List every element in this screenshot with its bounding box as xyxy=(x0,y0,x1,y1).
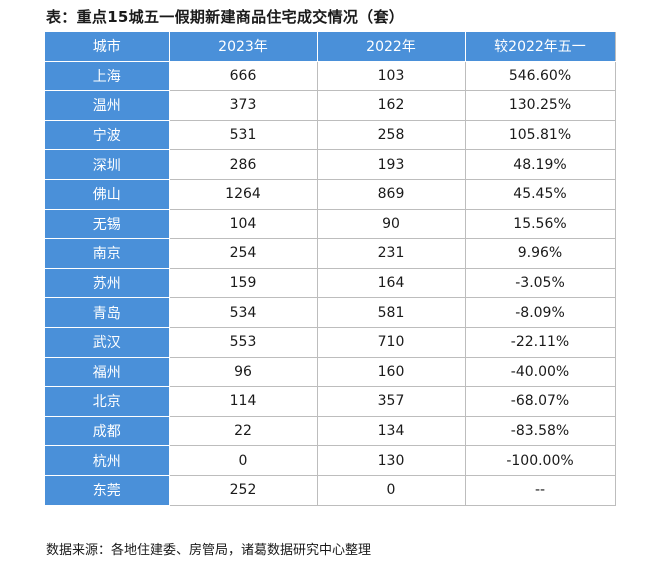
change-cell: -100.00% xyxy=(465,445,616,476)
change-cell: -68.07% xyxy=(465,386,616,417)
change-cell: 48.19% xyxy=(465,149,616,180)
city-cell: 青岛 xyxy=(45,297,170,328)
value-2023-cell: 534 xyxy=(169,297,318,328)
city-cell: 佛山 xyxy=(45,179,170,210)
table-header-row: 城市 2023年 2022年 较2022年五一 xyxy=(45,32,616,62)
change-cell: -22.11% xyxy=(465,327,616,358)
value-2022-cell: 869 xyxy=(317,179,466,210)
city-cell: 北京 xyxy=(45,386,170,417)
value-2022-cell: 231 xyxy=(317,238,466,269)
change-cell: -3.05% xyxy=(465,268,616,299)
value-2023-cell: 252 xyxy=(169,475,318,506)
header-2022: 2022年 xyxy=(317,32,466,62)
value-2022-cell: 90 xyxy=(317,209,466,240)
table-row: 佛山 1264 869 45.45% xyxy=(45,179,616,210)
city-cell: 无锡 xyxy=(45,209,170,240)
change-cell: 130.25% xyxy=(465,90,616,121)
change-cell: 45.45% xyxy=(465,179,616,210)
table-row: 北京 114 357 -68.07% xyxy=(45,386,616,417)
value-2023-cell: 0 xyxy=(169,445,318,476)
table-row: 福州 96 160 -40.00% xyxy=(45,357,616,388)
value-2023-cell: 22 xyxy=(169,416,318,447)
city-cell: 杭州 xyxy=(45,445,170,476)
change-cell: -8.09% xyxy=(465,297,616,328)
header-city: 城市 xyxy=(45,32,170,62)
city-cell: 成都 xyxy=(45,416,170,447)
value-2022-cell: 710 xyxy=(317,327,466,358)
table-row: 苏州 159 164 -3.05% xyxy=(45,268,616,299)
value-2022-cell: 130 xyxy=(317,445,466,476)
table-row: 成都 22 134 -83.58% xyxy=(45,416,616,447)
city-cell: 深圳 xyxy=(45,149,170,180)
table-row: 东莞 252 0 -- xyxy=(45,475,616,506)
table-row: 深圳 286 193 48.19% xyxy=(45,149,616,180)
table-row: 青岛 534 581 -8.09% xyxy=(45,297,616,328)
value-2022-cell: 103 xyxy=(317,61,466,92)
value-2023-cell: 114 xyxy=(169,386,318,417)
value-2023-cell: 96 xyxy=(169,357,318,388)
value-2023-cell: 553 xyxy=(169,327,318,358)
value-2022-cell: 160 xyxy=(317,357,466,388)
table-row: 无锡 104 90 15.56% xyxy=(45,209,616,240)
city-cell: 宁波 xyxy=(45,120,170,151)
table-title: 表：重点15城五一假期新建商品住宅成交情况（套） xyxy=(46,8,405,26)
change-cell: -40.00% xyxy=(465,357,616,388)
data-source-note: 数据来源：各地住建委、房管局，诸葛数据研究中心整理 xyxy=(46,543,372,558)
city-cell: 温州 xyxy=(45,90,170,121)
change-cell: 546.60% xyxy=(465,61,616,92)
table-body: 上海 666 103 546.60% 温州 373 162 130.25% 宁波 531 258 10… xyxy=(45,61,616,506)
value-2022-cell: 162 xyxy=(317,90,466,121)
value-2023-cell: 666 xyxy=(169,61,318,92)
value-2022-cell: 357 xyxy=(317,386,466,417)
value-2023-cell: 159 xyxy=(169,268,318,299)
value-2022-cell: 258 xyxy=(317,120,466,151)
value-2022-cell: 0 xyxy=(317,475,466,506)
city-cell: 苏州 xyxy=(45,268,170,299)
city-cell: 东莞 xyxy=(45,475,170,506)
value-2023-cell: 373 xyxy=(169,90,318,121)
city-cell: 福州 xyxy=(45,357,170,388)
value-2022-cell: 581 xyxy=(317,297,466,328)
value-2022-cell: 193 xyxy=(317,149,466,180)
change-cell: -83.58% xyxy=(465,416,616,447)
value-2023-cell: 254 xyxy=(169,238,318,269)
table-row: 上海 666 103 546.60% xyxy=(45,61,616,92)
value-2023-cell: 286 xyxy=(169,149,318,180)
change-cell: 105.81% xyxy=(465,120,616,151)
value-2022-cell: 164 xyxy=(317,268,466,299)
change-cell: 15.56% xyxy=(465,209,616,240)
value-2023-cell: 1264 xyxy=(169,179,318,210)
sales-table: 城市 2023年 2022年 较2022年五一 上海 666 103 546.60% 温… xyxy=(45,32,616,506)
table-row: 南京 254 231 9.96% xyxy=(45,238,616,269)
change-cell: 9.96% xyxy=(465,238,616,269)
city-cell: 南京 xyxy=(45,238,170,269)
value-2023-cell: 531 xyxy=(169,120,318,151)
value-2022-cell: 134 xyxy=(317,416,466,447)
header-2023: 2023年 xyxy=(169,32,318,62)
table-row: 宁波 531 258 105.81% xyxy=(45,120,616,151)
city-cell: 武汉 xyxy=(45,327,170,358)
header-change: 较2022年五一 xyxy=(465,32,616,62)
city-cell: 上海 xyxy=(45,61,170,92)
change-cell: -- xyxy=(465,475,616,506)
table-row: 武汉 553 710 -22.11% xyxy=(45,327,616,358)
table-row: 温州 373 162 130.25% xyxy=(45,90,616,121)
value-2023-cell: 104 xyxy=(169,209,318,240)
table-row: 杭州 0 130 -100.00% xyxy=(45,445,616,476)
